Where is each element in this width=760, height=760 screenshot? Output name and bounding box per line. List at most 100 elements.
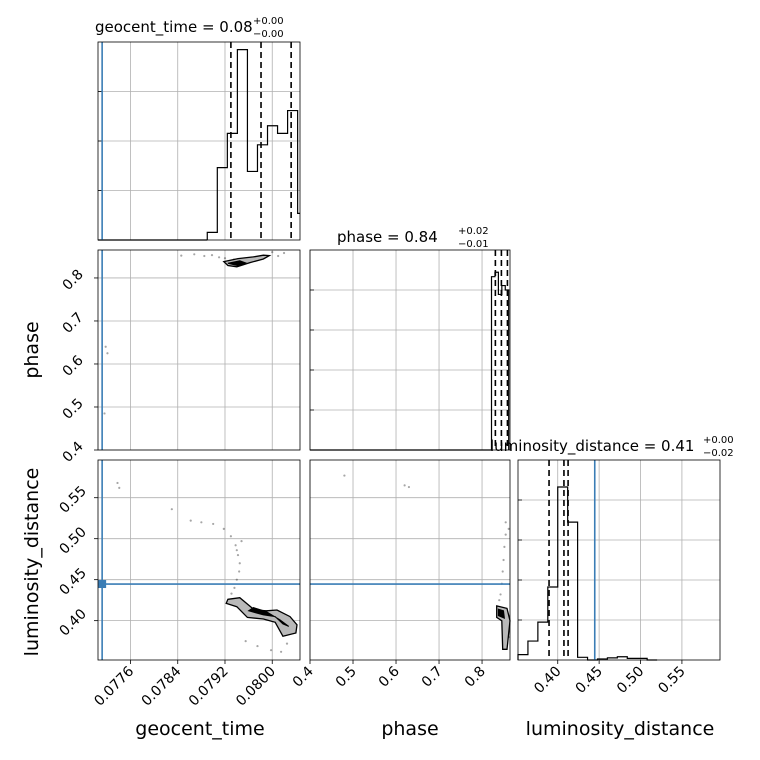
scatter-point-2 [170,508,173,511]
contour-outer-luminosity-distance-vs-geocent-time [225,597,298,637]
scatter-point-0 [343,474,346,477]
title-geocent-time: geocent_time = 0.08 [95,18,253,37]
scatter-point-1 [403,484,406,487]
grid-luminosity-distance-vs-phase [309,460,510,660]
scatter-point-7 [282,251,286,255]
scatter-point-0 [116,481,119,485]
scatter-point-10 [103,412,106,415]
scatter-point-4 [200,521,203,524]
scatter-point-18 [279,650,283,653]
frame-phase-hist [309,249,511,451]
scatter-point-7 [229,535,232,538]
marks-luminosity-distance-vs-phase [310,474,511,650]
tick-label-y-phase-3: 0.7 [60,310,87,337]
title-luminosity-distance-upper: +0.00 [703,435,734,446]
scatter-point-10 [238,562,241,565]
y-axis-label-phase: phase [21,321,43,378]
x-axis-label-luminosity-distance: luminosity_distance [526,718,715,740]
frame-phase-vs-geocent-time [97,249,301,451]
scatter-point-0 [180,254,183,257]
scatter-point-12 [235,578,238,581]
y-axis-label-luminosity-distance: luminosity_distance [21,468,43,657]
scatter-point-14 [230,592,233,595]
frame-geocent-time-hist [97,41,301,241]
grid-luminosity-distance-vs-geocent-time [98,460,300,660]
scatter-point-1 [118,486,121,489]
scatter-point-7 [501,570,504,573]
scatter-point-6 [222,527,225,530]
truth-marker [98,580,107,589]
scatter-point-9 [499,593,502,596]
scatter-point-16 [256,644,259,648]
scatter-point-3 [210,254,214,257]
frame-luminosity-distance-vs-geocent-time [97,459,301,661]
title-luminosity-distance: luminosity_distance = 0.41 [490,437,694,456]
tick-label-y-phase-4: 0.8 [60,267,87,294]
grid-phase-vs-geocent-time [98,250,300,451]
scatter-point-10 [498,599,501,602]
marks-phase-vs-geocent-time [101,250,286,450]
x-axis-label-geocent-time: geocent_time [135,718,264,740]
scatter-point-20 [240,540,243,543]
tick-label-y-phase-0: 0.4 [60,439,87,466]
marks-phase-hist [310,250,510,451]
grid-geocent-time-hist [98,42,300,240]
histogram-luminosity-distance [517,486,658,661]
scatter-point-15 [244,640,247,643]
scatter-point-11 [277,254,280,258]
contour-inner-luminosity-distance-vs-phase [497,608,505,619]
tick-label-x-luminosity-distance-1: 0.45 [573,664,606,697]
tick-label-y-luminosity-distance-2: 0.50 [56,524,89,557]
tick-label-x-luminosity-distance-0: 0.40 [531,664,564,697]
tick-label-x-geocent-time-2: 0.0792 [186,664,232,710]
scatter-point-9 [236,553,240,557]
tick-label-x-geocent-time-3: 0.0800 [233,664,279,710]
scatter-point-11 [238,570,241,573]
grid-phase-hist [309,250,510,450]
tick-label-y-luminosity-distance-1: 0.45 [56,565,89,598]
scatter-point-21 [235,549,238,552]
contour-inner-luminosity-distance-vs-geocent-time [247,606,290,627]
tick-label-x-phase-4: 0.8 [462,664,489,691]
tick-label-x-phase-1: 0.5 [333,664,360,691]
tick-label-y-luminosity-distance-0: 0.40 [56,606,89,639]
title-geocent-time-upper: +0.00 [253,16,284,27]
scatter-point-9 [106,352,109,355]
scatter-point-4 [217,256,221,259]
panel-phase-hist: phase = 0.84 +0.02 −0.01 [309,226,511,451]
tick-label-x-geocent-time-0: 0.0776 [91,663,137,709]
scatter-point-6 [502,558,505,562]
scatter-point-2 [407,485,411,489]
panel-luminosity-distance-vs-geocent-time [97,459,301,661]
contour-inner-phase-vs-geocent-time [227,260,248,267]
frame-luminosity-distance-vs-phase [309,459,511,661]
tick-label-x-phase-3: 0.7 [419,664,446,691]
marks-luminosity-distance-vs-geocent-time [98,460,300,660]
scatter-point-8 [104,345,107,348]
scatter-point-2 [203,254,206,258]
x-axis-label-phase: phase [381,718,438,740]
tick-label-y-phase-1: 0.5 [60,396,87,423]
title-phase-lower: −0.01 [458,239,489,250]
title-phase: phase = 0.84 [337,228,438,246]
tick-label-y-phase-2: 0.6 [60,353,87,380]
tick-label-y-luminosity-distance-3: 0.55 [56,483,89,516]
tick-label-x-phase-0: 0.4 [290,663,317,690]
scatter-point-6 [271,251,274,254]
scatter-point-5 [212,522,215,526]
marks-luminosity-distance-hist [517,460,658,661]
tick-label-x-phase-2: 0.6 [376,663,403,690]
scatter-point-1 [193,253,196,256]
title-geocent-time-lower: −0.00 [253,29,284,40]
tick-label-x-luminosity-distance-3: 0.55 [655,664,688,697]
scatter-point-4 [504,533,507,536]
tick-label-x-geocent-time-1: 0.0784 [139,663,185,709]
tick-label-x-luminosity-distance-2: 0.50 [614,664,647,697]
histogram-phase [490,271,510,450]
scatter-point-13 [233,586,236,589]
panel-luminosity-distance-vs-phase [309,459,511,661]
scatter-point-11 [507,527,510,530]
frame-luminosity-distance-hist [517,459,721,661]
scatter-point-3 [504,521,507,524]
